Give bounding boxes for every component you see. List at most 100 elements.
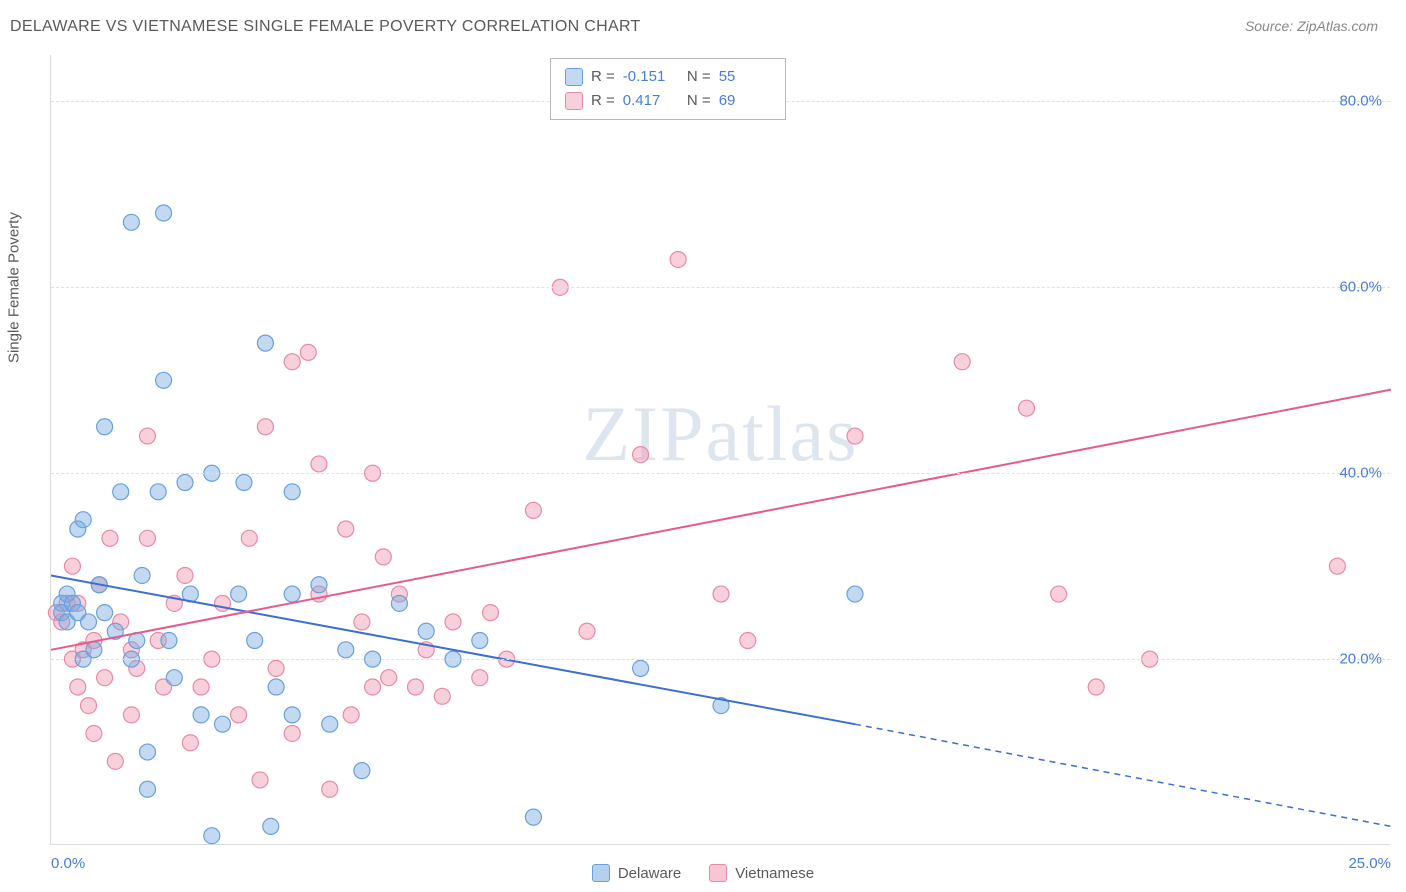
data-point bbox=[81, 614, 97, 630]
data-point bbox=[134, 567, 150, 583]
data-point bbox=[86, 725, 102, 741]
data-point bbox=[123, 707, 139, 723]
trend-line bbox=[51, 575, 855, 724]
source-label: Source: ZipAtlas.com bbox=[1245, 18, 1378, 34]
data-point bbox=[284, 707, 300, 723]
data-point bbox=[236, 475, 252, 491]
data-point bbox=[263, 818, 279, 834]
y-tick-label: 80.0% bbox=[1339, 93, 1382, 110]
trend-line bbox=[51, 390, 1391, 650]
data-point bbox=[1088, 679, 1104, 695]
data-point bbox=[670, 251, 686, 267]
data-point bbox=[193, 679, 209, 695]
data-point bbox=[472, 670, 488, 686]
data-point bbox=[257, 335, 273, 351]
legend-r-label: R = bbox=[591, 65, 615, 89]
data-point bbox=[434, 688, 450, 704]
data-point bbox=[381, 670, 397, 686]
data-point bbox=[525, 809, 541, 825]
data-point bbox=[354, 763, 370, 779]
data-point bbox=[268, 660, 284, 676]
legend-n-label: N = bbox=[683, 65, 711, 89]
legend-n-value: 69 bbox=[719, 89, 771, 113]
data-point bbox=[365, 679, 381, 695]
data-point bbox=[241, 530, 257, 546]
data-point bbox=[139, 781, 155, 797]
data-point bbox=[150, 484, 166, 500]
gridline bbox=[51, 473, 1390, 474]
data-point bbox=[954, 354, 970, 370]
data-point bbox=[139, 744, 155, 760]
data-point bbox=[70, 679, 86, 695]
data-point bbox=[391, 595, 407, 611]
data-point bbox=[97, 605, 113, 621]
data-point bbox=[107, 753, 123, 769]
legend-n-value: 55 bbox=[719, 65, 771, 89]
data-point bbox=[322, 716, 338, 732]
data-point bbox=[123, 214, 139, 230]
data-point bbox=[161, 633, 177, 649]
data-point bbox=[354, 614, 370, 630]
legend-swatch bbox=[592, 864, 610, 882]
legend-label: Delaware bbox=[618, 865, 681, 882]
data-point bbox=[204, 828, 220, 844]
data-point bbox=[407, 679, 423, 695]
data-point bbox=[284, 586, 300, 602]
y-tick-label: 40.0% bbox=[1339, 465, 1382, 482]
data-point bbox=[847, 586, 863, 602]
data-point bbox=[579, 623, 595, 639]
y-tick-label: 20.0% bbox=[1339, 651, 1382, 668]
data-point bbox=[847, 428, 863, 444]
legend-row: R =0.417 N =69 bbox=[565, 89, 771, 113]
correlation-legend: R =-0.151 N =55R =0.417 N =69 bbox=[550, 58, 786, 120]
data-point bbox=[311, 577, 327, 593]
chart-plot-area: ZIPatlas 20.0%40.0%60.0%80.0%0.0%25.0% bbox=[50, 55, 1390, 845]
data-point bbox=[311, 456, 327, 472]
data-point bbox=[139, 530, 155, 546]
legend-n-label: N = bbox=[683, 89, 711, 113]
data-point bbox=[284, 725, 300, 741]
data-point bbox=[1329, 558, 1345, 574]
data-point bbox=[322, 781, 338, 797]
data-point bbox=[418, 623, 434, 639]
data-point bbox=[64, 558, 80, 574]
data-point bbox=[231, 586, 247, 602]
data-point bbox=[375, 549, 391, 565]
trend-line-extrapolated bbox=[855, 724, 1391, 826]
data-point bbox=[257, 419, 273, 435]
data-point bbox=[445, 614, 461, 630]
legend-item: Vietnamese bbox=[709, 864, 814, 882]
gridline bbox=[51, 659, 1390, 660]
data-point bbox=[252, 772, 268, 788]
y-axis-label: Single Female Poverty bbox=[6, 212, 23, 363]
data-point bbox=[284, 484, 300, 500]
data-point bbox=[740, 633, 756, 649]
legend-item: Delaware bbox=[592, 864, 681, 882]
data-point bbox=[81, 698, 97, 714]
data-point bbox=[166, 670, 182, 686]
data-point bbox=[86, 642, 102, 658]
legend-r-label: R = bbox=[591, 89, 615, 113]
data-point bbox=[97, 670, 113, 686]
data-point bbox=[139, 428, 155, 444]
data-point bbox=[231, 707, 247, 723]
chart-title: DELAWARE VS VIETNAMESE SINGLE FEMALE POV… bbox=[10, 18, 641, 35]
data-point bbox=[193, 707, 209, 723]
data-point bbox=[338, 521, 354, 537]
data-point bbox=[633, 660, 649, 676]
data-point bbox=[483, 605, 499, 621]
data-point bbox=[472, 633, 488, 649]
y-tick-label: 60.0% bbox=[1339, 279, 1382, 296]
data-point bbox=[156, 372, 172, 388]
data-point bbox=[182, 735, 198, 751]
data-point bbox=[215, 716, 231, 732]
scatter-svg bbox=[51, 55, 1390, 844]
legend-swatch bbox=[709, 864, 727, 882]
data-point bbox=[177, 475, 193, 491]
data-point bbox=[338, 642, 354, 658]
data-point bbox=[177, 567, 193, 583]
data-point bbox=[156, 205, 172, 221]
legend-row: R =-0.151 N =55 bbox=[565, 65, 771, 89]
legend-label: Vietnamese bbox=[735, 865, 814, 882]
data-point bbox=[97, 419, 113, 435]
